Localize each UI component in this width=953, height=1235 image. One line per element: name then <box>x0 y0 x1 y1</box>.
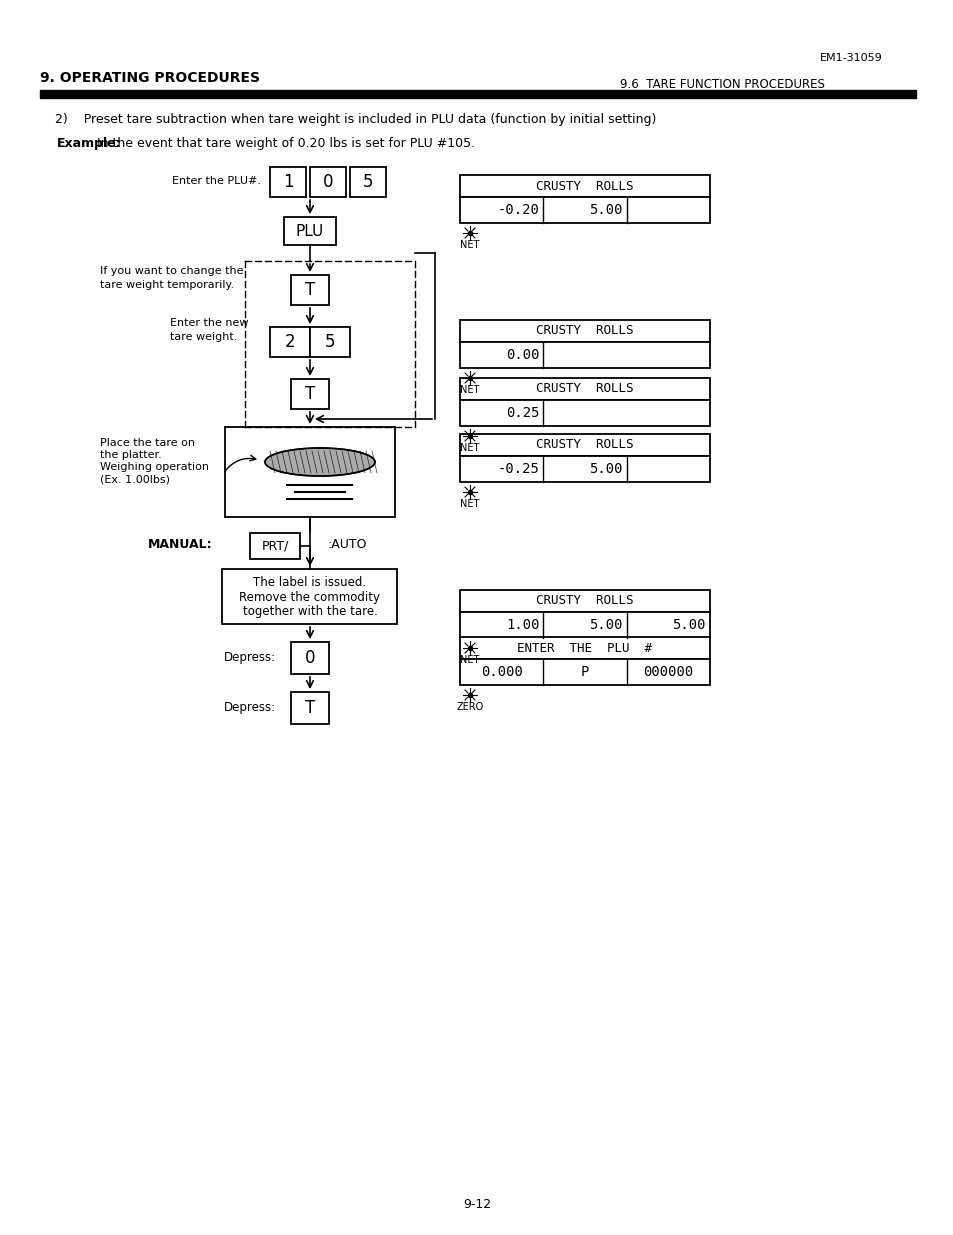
Text: T: T <box>305 699 314 718</box>
Text: CRUSTY  ROLLS: CRUSTY ROLLS <box>536 594 633 608</box>
Text: MANUAL:: MANUAL: <box>148 538 213 552</box>
Text: ENTER  THE  PLU  #: ENTER THE PLU # <box>517 641 652 655</box>
Text: 1.00: 1.00 <box>505 618 538 632</box>
Text: PRT/: PRT/ <box>261 540 289 552</box>
Text: NET: NET <box>460 499 479 509</box>
Text: CRUSTY  ROLLS: CRUSTY ROLLS <box>536 438 633 452</box>
Bar <box>291 379 329 409</box>
Bar <box>459 613 709 638</box>
Text: (Ex. 1.00lbs): (Ex. 1.00lbs) <box>100 474 170 484</box>
Bar <box>459 342 709 368</box>
Text: Remove the commodity: Remove the commodity <box>239 590 380 604</box>
Text: Weighing operation: Weighing operation <box>100 462 209 472</box>
Text: :AUTO: :AUTO <box>328 538 367 552</box>
Text: tare weight.: tare weight. <box>170 332 237 342</box>
Text: 0.00: 0.00 <box>505 348 538 362</box>
Text: NET: NET <box>460 240 479 249</box>
Text: In the event that tare weight of 0.20 lbs is set for PLU #105.: In the event that tare weight of 0.20 lb… <box>57 137 475 151</box>
Text: -0.25: -0.25 <box>497 462 538 475</box>
Text: Depress:: Depress: <box>224 652 275 664</box>
Text: EM1-31059: EM1-31059 <box>820 53 882 63</box>
Text: NET: NET <box>460 385 479 395</box>
Ellipse shape <box>265 448 375 475</box>
Text: T: T <box>305 385 314 403</box>
Text: Depress:: Depress: <box>224 701 275 715</box>
Bar <box>459 637 709 659</box>
Bar <box>291 275 329 305</box>
Text: NET: NET <box>460 655 479 664</box>
Text: 5.00: 5.00 <box>589 618 622 632</box>
Bar <box>310 167 346 198</box>
Text: 0.25: 0.25 <box>505 406 538 420</box>
Text: 9.6  TARE FUNCTION PROCEDURES: 9.6 TARE FUNCTION PROCEDURES <box>619 78 824 90</box>
Text: 5.00: 5.00 <box>589 203 622 217</box>
Bar <box>270 167 306 198</box>
Text: Enter the new: Enter the new <box>170 317 248 329</box>
Bar <box>270 327 310 357</box>
Bar <box>459 320 709 342</box>
Text: 5: 5 <box>324 333 335 351</box>
Text: the platter.: the platter. <box>100 450 162 459</box>
Text: 9-12: 9-12 <box>462 1198 491 1212</box>
Text: 0: 0 <box>304 650 314 667</box>
Text: Enter the PLU#.: Enter the PLU#. <box>172 177 261 186</box>
Text: Example:: Example: <box>57 137 121 151</box>
Bar <box>459 175 709 198</box>
Text: 9. OPERATING PROCEDURES: 9. OPERATING PROCEDURES <box>40 70 260 85</box>
Bar <box>459 378 709 400</box>
Text: tare weight temporarily.: tare weight temporarily. <box>100 280 233 290</box>
Text: T: T <box>305 282 314 299</box>
Bar <box>459 433 709 456</box>
Bar <box>291 692 329 724</box>
Bar <box>40 90 915 98</box>
Bar <box>284 217 335 245</box>
Bar <box>459 198 709 224</box>
Text: Place the tare on: Place the tare on <box>100 438 194 448</box>
Bar <box>291 642 329 674</box>
Bar <box>459 400 709 426</box>
Text: together with the tare.: together with the tare. <box>242 604 377 618</box>
Text: CRUSTY  ROLLS: CRUSTY ROLLS <box>536 179 633 193</box>
Bar <box>225 427 395 517</box>
Text: CRUSTY  ROLLS: CRUSTY ROLLS <box>536 325 633 337</box>
Text: 1: 1 <box>282 173 293 191</box>
Text: The label is issued.: The label is issued. <box>253 577 366 589</box>
Text: CRUSTY  ROLLS: CRUSTY ROLLS <box>536 383 633 395</box>
Text: 0: 0 <box>322 173 333 191</box>
Text: 2)    Preset tare subtraction when tare weight is included in PLU data (function: 2) Preset tare subtraction when tare wei… <box>55 114 656 126</box>
Text: 5.00: 5.00 <box>672 618 705 632</box>
Text: 2: 2 <box>284 333 295 351</box>
Text: 000000: 000000 <box>642 664 693 679</box>
Bar <box>222 569 397 624</box>
Bar <box>459 456 709 482</box>
Text: 5.00: 5.00 <box>589 462 622 475</box>
Text: PLU: PLU <box>295 224 324 238</box>
Bar <box>310 327 350 357</box>
Bar <box>459 659 709 685</box>
Text: P: P <box>580 664 589 679</box>
Bar <box>459 590 709 613</box>
Bar <box>250 534 299 559</box>
Text: 0.000: 0.000 <box>480 664 522 679</box>
Text: If you want to change the: If you want to change the <box>100 266 243 275</box>
Text: -0.20: -0.20 <box>497 203 538 217</box>
Bar <box>350 167 386 198</box>
Text: 5: 5 <box>362 173 373 191</box>
Text: ZERO: ZERO <box>456 701 483 713</box>
Text: NET: NET <box>460 443 479 453</box>
